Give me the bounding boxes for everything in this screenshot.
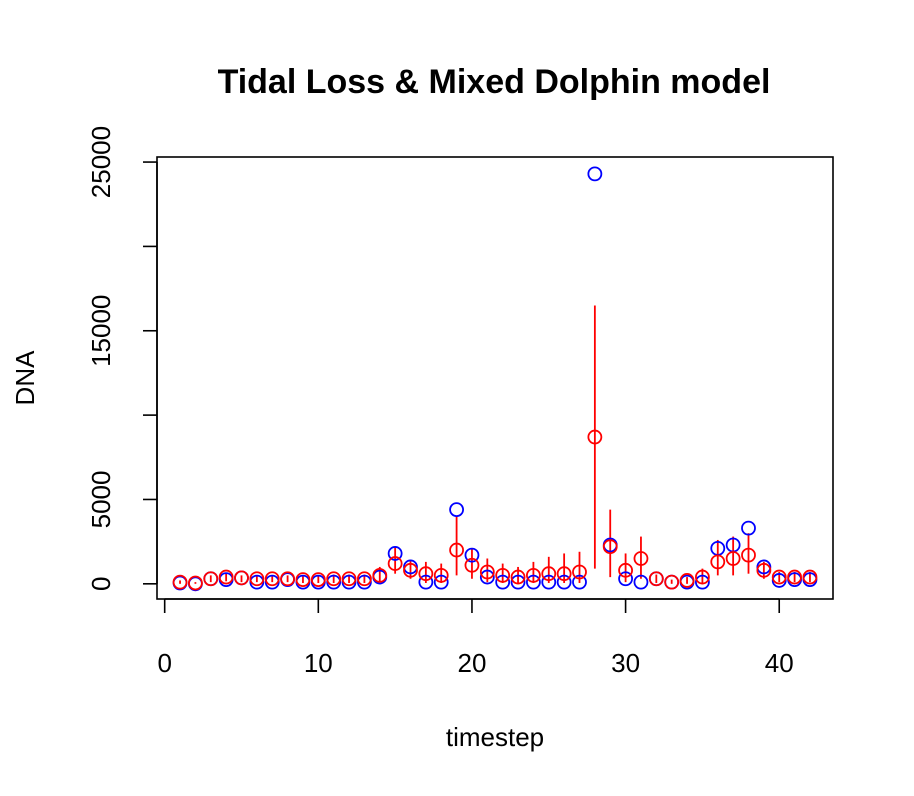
x-tick-label: 10 xyxy=(304,648,333,678)
observed-point xyxy=(741,520,756,536)
observed-point xyxy=(572,574,587,590)
model-point xyxy=(510,569,526,585)
model-point xyxy=(587,429,603,445)
model-point xyxy=(802,569,818,585)
x-tick-label: 20 xyxy=(457,648,486,678)
model-point xyxy=(648,571,664,587)
observed-point xyxy=(618,571,633,587)
model-point xyxy=(372,567,388,583)
observed-point xyxy=(510,574,526,590)
y-tick-label: 0 xyxy=(86,577,116,591)
observed-point xyxy=(449,502,464,517)
model-point xyxy=(234,570,249,586)
y-axis-label: DNA xyxy=(10,350,40,406)
observed-point xyxy=(541,574,557,590)
chart-title: Tidal Loss & Mixed Dolphin model xyxy=(218,63,771,101)
model-point xyxy=(280,571,295,587)
model-point xyxy=(310,572,326,587)
model-point xyxy=(725,551,741,566)
model-point xyxy=(357,571,372,587)
model-point xyxy=(602,539,618,555)
model-points xyxy=(172,429,818,591)
observed-points xyxy=(172,166,818,592)
model-point xyxy=(218,569,234,585)
model-point xyxy=(741,547,756,563)
observed-point xyxy=(495,574,511,590)
model-point xyxy=(341,571,357,587)
y-tick-label: 5000 xyxy=(86,471,116,529)
x-axis: 0 10 20 30 40 xyxy=(157,598,794,678)
x-tick-label: 40 xyxy=(765,648,794,678)
observed-point xyxy=(633,574,649,590)
model-point xyxy=(526,567,541,583)
model-point xyxy=(771,569,787,585)
plot-frame xyxy=(156,156,834,600)
model-point xyxy=(556,566,572,582)
model-point xyxy=(403,562,418,578)
observed-point xyxy=(464,547,480,563)
model-point xyxy=(203,571,219,587)
model-point xyxy=(172,574,188,590)
model-point xyxy=(387,556,403,571)
model-point xyxy=(495,567,511,583)
model-point xyxy=(295,572,311,587)
observed-point xyxy=(526,574,541,590)
observed-point xyxy=(433,574,449,590)
observed-point xyxy=(479,569,495,585)
observed-point xyxy=(556,574,572,590)
model-point xyxy=(418,566,434,582)
observed-point xyxy=(418,574,434,590)
model-point xyxy=(464,557,480,573)
model-point xyxy=(249,571,265,587)
model-point xyxy=(479,564,495,580)
model-point xyxy=(695,569,710,585)
x-tick-label: 30 xyxy=(611,648,640,678)
model-point xyxy=(756,562,772,578)
model-point xyxy=(618,562,633,578)
observed-point xyxy=(695,574,710,590)
x-axis-label: timestep xyxy=(446,722,544,752)
model-point xyxy=(433,567,449,583)
model-point xyxy=(541,566,557,582)
model-point xyxy=(787,569,802,585)
model-point xyxy=(633,551,649,566)
model-point xyxy=(264,571,280,587)
observed-point xyxy=(387,546,403,561)
x-tick-label: 0 xyxy=(157,648,171,678)
model-point xyxy=(326,571,342,587)
model-point xyxy=(679,573,695,588)
model-point xyxy=(188,575,203,591)
observed-point xyxy=(587,166,603,182)
model-point xyxy=(572,564,587,580)
y-tick-label: 25000 xyxy=(86,126,116,198)
model-point xyxy=(664,574,680,590)
y-tick-label: 15000 xyxy=(86,295,116,367)
model-point xyxy=(710,554,726,570)
model-point xyxy=(449,542,464,558)
y-axis: 0 5000 15000 25000 xyxy=(86,126,158,591)
